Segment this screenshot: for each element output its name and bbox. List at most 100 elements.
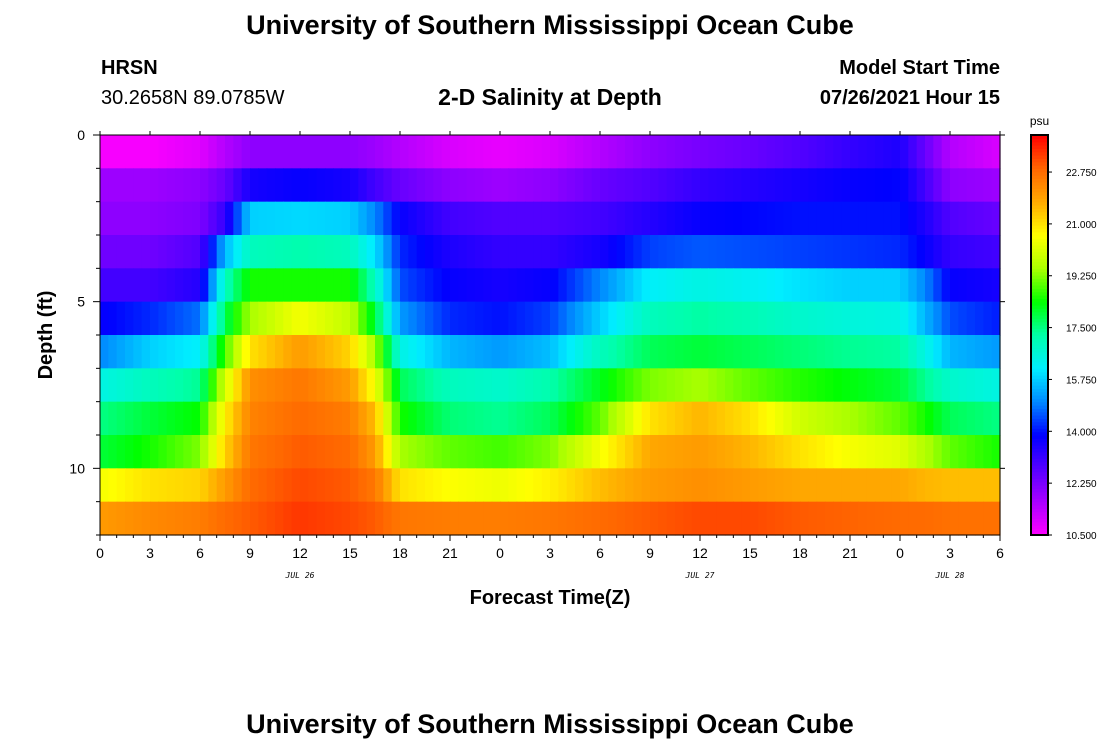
heatmap-cell bbox=[450, 235, 459, 269]
heatmap-cell bbox=[258, 401, 268, 436]
heatmap-cell bbox=[216, 368, 226, 403]
heatmap-cell bbox=[666, 468, 676, 503]
heatmap-cell bbox=[841, 235, 851, 269]
heatmap-cell bbox=[983, 268, 993, 303]
heatmap-cell bbox=[141, 201, 151, 236]
heatmap-cell bbox=[266, 368, 276, 403]
heatmap-cell bbox=[475, 468, 484, 503]
heatmap-cell bbox=[333, 368, 343, 403]
heatmap-cell bbox=[966, 135, 976, 169]
heatmap-cell bbox=[200, 401, 209, 436]
heatmap-cell bbox=[225, 201, 234, 236]
colorbar-segment bbox=[1031, 151, 1048, 156]
heatmap-cell bbox=[558, 168, 568, 203]
heatmap-cell bbox=[925, 301, 934, 336]
heatmap-cell bbox=[291, 501, 301, 536]
heatmap-cell bbox=[783, 168, 793, 203]
heatmap-cell bbox=[366, 501, 376, 536]
heatmap-cell bbox=[791, 201, 801, 236]
heatmap-cell bbox=[833, 301, 843, 336]
heatmap-cell bbox=[391, 301, 401, 336]
colorbar-segment bbox=[1031, 185, 1048, 189]
heatmap-cell bbox=[850, 468, 859, 503]
colorbar-segment bbox=[1031, 381, 1048, 386]
heatmap-cell bbox=[500, 501, 509, 536]
heatmap-cell bbox=[666, 268, 676, 303]
heatmap-cell bbox=[100, 301, 109, 336]
colorbar-segment bbox=[1031, 475, 1048, 479]
footer-title: University of Southern Mississippi Ocean… bbox=[246, 709, 854, 739]
heatmap-cell bbox=[525, 268, 534, 303]
heatmap-cell bbox=[500, 368, 509, 403]
heatmap-cell bbox=[800, 501, 809, 536]
heatmap-cell bbox=[625, 301, 634, 336]
heatmap-cell bbox=[925, 235, 934, 269]
heatmap-cell bbox=[116, 468, 126, 503]
heatmap-cell bbox=[308, 335, 318, 369]
heatmap-cell bbox=[808, 168, 818, 203]
x-axis-title: Forecast Time(Z) bbox=[470, 587, 631, 609]
heatmap-cell bbox=[225, 301, 234, 336]
heatmap-cell bbox=[858, 435, 868, 469]
colorbar-segment bbox=[1031, 358, 1048, 363]
heatmap-cell bbox=[933, 168, 943, 203]
heatmap-cell bbox=[800, 301, 809, 336]
heatmap-cell bbox=[616, 401, 626, 436]
heatmap-cell bbox=[683, 168, 693, 203]
heatmap-cell bbox=[933, 235, 943, 269]
heatmap-cell bbox=[833, 435, 843, 469]
heatmap-cell bbox=[983, 301, 993, 336]
colorbar-unit: psu bbox=[1030, 114, 1049, 128]
heatmap-cell bbox=[266, 168, 276, 203]
heatmap-cell bbox=[566, 335, 576, 369]
heatmap-cell bbox=[200, 368, 209, 403]
heatmap-cell bbox=[900, 401, 909, 436]
heatmap-cell bbox=[633, 501, 643, 536]
heatmap-cell bbox=[591, 168, 601, 203]
heatmap-cell bbox=[741, 468, 751, 503]
colorbar-tick-label: 15.750 bbox=[1066, 375, 1097, 386]
heatmap-cell bbox=[400, 501, 409, 536]
heatmap-cell bbox=[808, 135, 818, 169]
heatmap-cell bbox=[841, 368, 851, 403]
heatmap-cell bbox=[583, 401, 593, 436]
heatmap-cell bbox=[408, 368, 418, 403]
heatmap-cell bbox=[466, 501, 476, 536]
heatmap-cell bbox=[408, 168, 418, 203]
heatmap-cell bbox=[683, 401, 693, 436]
heatmap-cell bbox=[641, 368, 651, 403]
heatmap-cell bbox=[991, 368, 1001, 403]
colorbar-segment bbox=[1031, 145, 1048, 149]
y-axis-title: Depth (ft) bbox=[35, 291, 57, 380]
heatmap-cell bbox=[425, 501, 434, 536]
heatmap-cell bbox=[341, 168, 351, 203]
heatmap-cell bbox=[291, 435, 301, 469]
heatmap-cell bbox=[283, 135, 293, 169]
heatmap-cell bbox=[683, 468, 693, 503]
heatmap-cell bbox=[516, 501, 526, 536]
heatmap-cell bbox=[691, 268, 701, 303]
heatmap-cell bbox=[941, 268, 951, 303]
heatmap-cell bbox=[441, 235, 451, 269]
heatmap-cell bbox=[375, 368, 384, 403]
heatmap-cell bbox=[841, 501, 851, 536]
heatmap-cell bbox=[250, 501, 259, 536]
heatmap-cell bbox=[200, 335, 209, 369]
heatmap-cell bbox=[275, 301, 284, 336]
date-label: JUL 27 bbox=[685, 571, 715, 580]
heatmap-cell bbox=[483, 401, 493, 436]
heatmap-cell bbox=[725, 235, 734, 269]
colorbar-segment bbox=[1031, 178, 1048, 183]
heatmap-cell bbox=[283, 301, 293, 336]
heatmap-cell bbox=[708, 135, 718, 169]
heatmap-cell bbox=[625, 368, 634, 403]
heatmap-cell bbox=[400, 435, 409, 469]
heatmap-cell bbox=[641, 401, 651, 436]
heatmap-cell bbox=[333, 235, 343, 269]
heatmap-cell bbox=[133, 201, 143, 236]
heatmap-cell bbox=[500, 135, 509, 169]
heatmap-cell bbox=[858, 201, 868, 236]
heatmap-cell bbox=[191, 401, 201, 436]
heatmap-cell bbox=[758, 201, 768, 236]
heatmap-cell bbox=[191, 335, 201, 369]
